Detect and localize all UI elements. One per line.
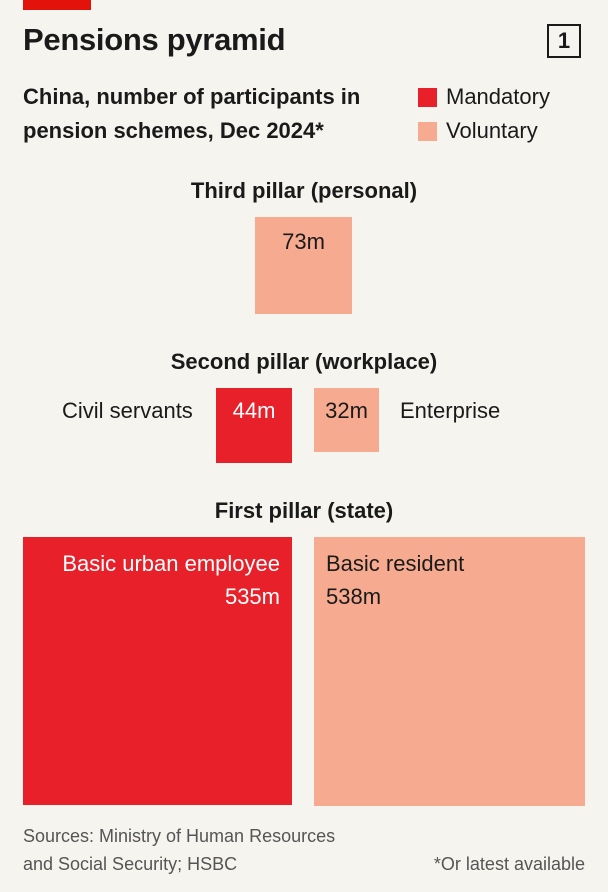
source-line-1: Sources: Ministry of Human Resources xyxy=(23,826,336,846)
civil-servants-value: 44m xyxy=(232,398,276,423)
basic-resident-value: 538m xyxy=(326,584,382,609)
legend-swatch-voluntary xyxy=(418,121,437,141)
basic-resident-label: Basic resident xyxy=(326,551,465,576)
civil-servants-label: Civil servants xyxy=(62,398,193,423)
chart-number-badge: 1 xyxy=(547,24,581,58)
chart-title: Pensions pyramid xyxy=(23,22,286,57)
legend: Mandatory Voluntary xyxy=(418,80,550,148)
source-line-2: and Social Security; HSBC xyxy=(23,854,238,874)
basic-urban-employee-square: Basic urban employee 535m xyxy=(23,537,292,805)
enterprise-value: 32m xyxy=(325,398,368,423)
legend-label-voluntary: Voluntary xyxy=(446,118,538,143)
basic-urban-employee-value: 535m xyxy=(224,584,280,609)
legend-label-mandatory: Mandatory xyxy=(446,84,550,109)
subtitle-line-1: China, number of participants in xyxy=(23,84,361,109)
legend-item-voluntary: Voluntary xyxy=(418,114,550,148)
third-pillar-label: Third pillar (personal) xyxy=(190,178,418,203)
third-pillar-value: 73m xyxy=(282,229,325,254)
basic-resident-square: Basic resident 538m xyxy=(314,537,585,806)
second-pillar-label: Second pillar (workplace) xyxy=(170,349,438,374)
enterprise-square: 32m xyxy=(314,388,379,452)
chart-subtitle: China, number of participants in pension… xyxy=(23,80,403,148)
subtitle-line-2: pension schemes, Dec 2024* xyxy=(23,118,324,143)
basic-urban-employee-label: Basic urban employee xyxy=(62,551,280,576)
first-pillar-label: First pillar (state) xyxy=(214,498,394,523)
legend-item-mandatory: Mandatory xyxy=(418,80,550,114)
source-note: Sources: Ministry of Human Resources and… xyxy=(23,822,335,878)
accent-bar xyxy=(23,0,91,10)
third-pillar-square: 73m xyxy=(255,217,352,314)
footnote: *Or latest available xyxy=(433,854,585,874)
enterprise-label: Enterprise xyxy=(400,398,501,423)
civil-servants-square: 44m xyxy=(216,388,292,463)
legend-swatch-mandatory xyxy=(418,87,437,107)
